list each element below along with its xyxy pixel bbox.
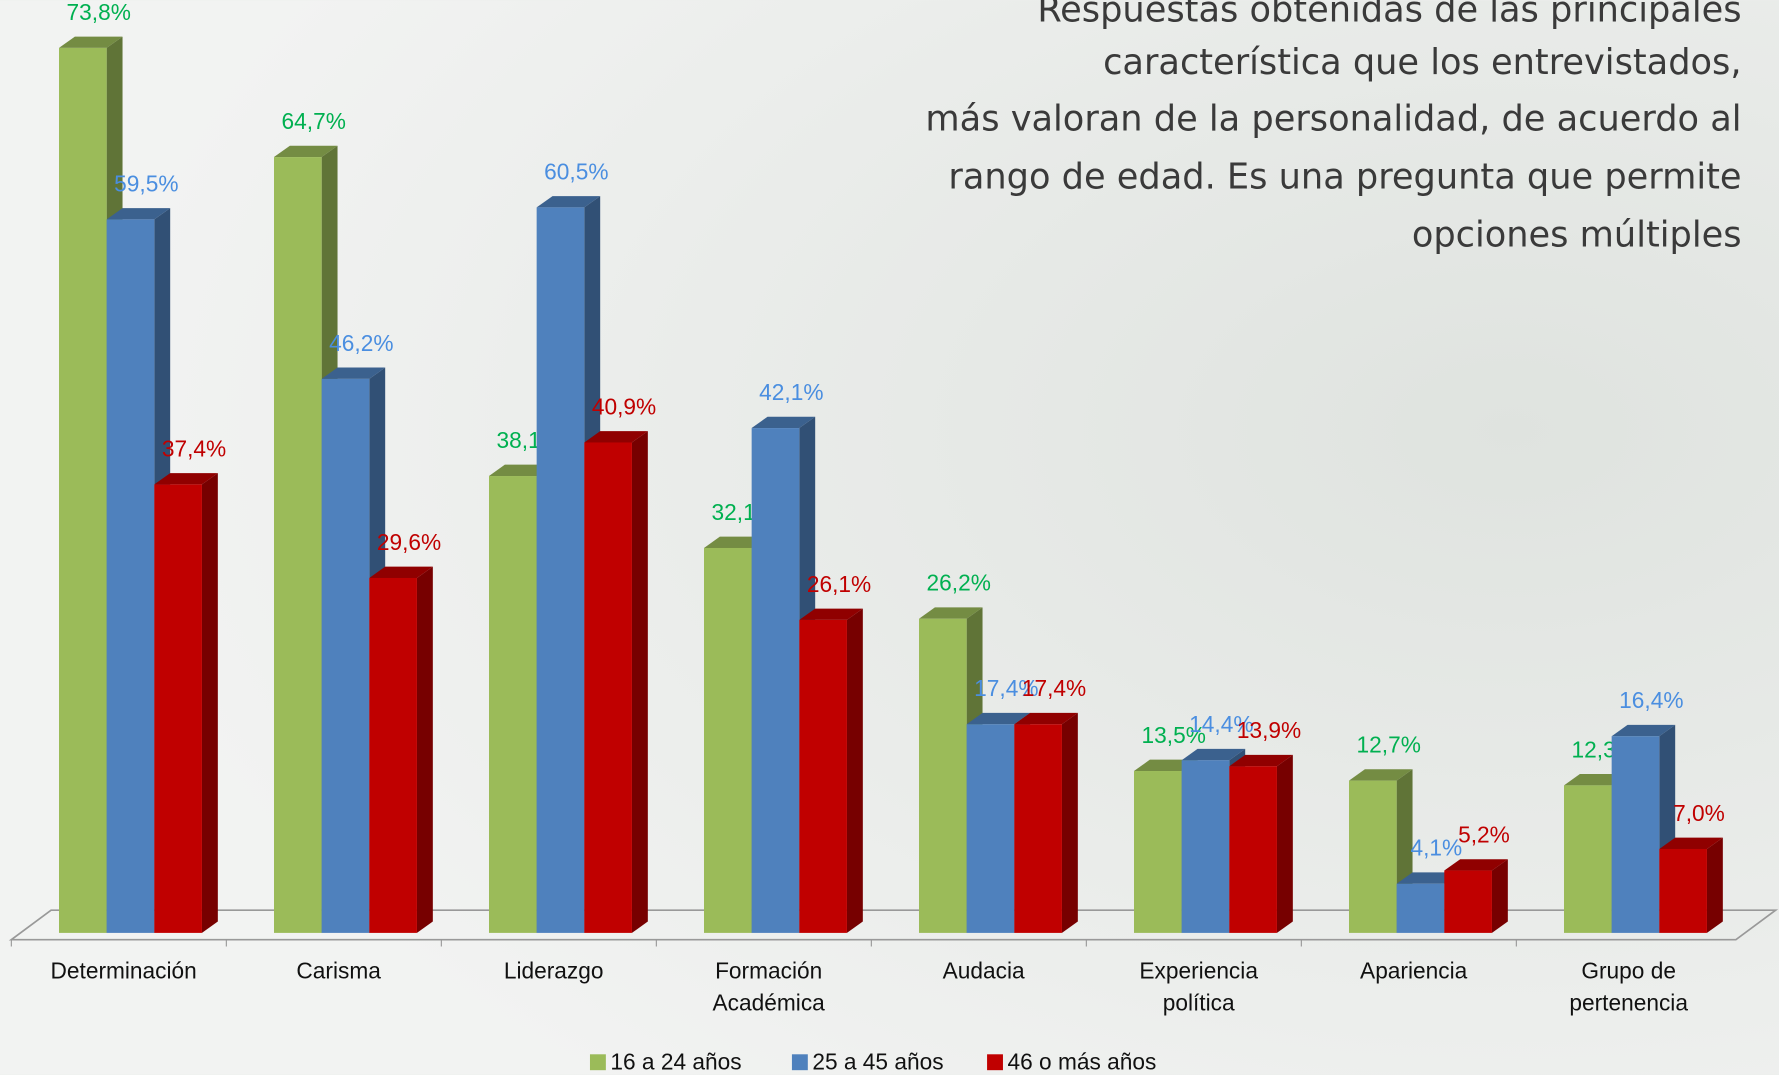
bar-top bbox=[966, 712, 1031, 725]
data-label: 7,0% bbox=[1673, 800, 1725, 826]
bar-top bbox=[106, 208, 171, 220]
bar-top bbox=[154, 473, 218, 485]
x-tick-label: Grupo de bbox=[1581, 958, 1676, 984]
x-tick-label: pertenencia bbox=[1569, 989, 1688, 1015]
x-tick-label: Carisma bbox=[296, 958, 381, 984]
bar-top bbox=[1229, 754, 1293, 767]
bar-top bbox=[369, 566, 433, 578]
data-label: 60,5% bbox=[544, 158, 608, 184]
data-label: 42,1% bbox=[759, 379, 823, 405]
data-label: 13,9% bbox=[1237, 717, 1301, 743]
data-label: 14,4% bbox=[1189, 711, 1253, 737]
chart-title: más valoran de la personalidad, de acuer… bbox=[925, 99, 1741, 140]
bar-top bbox=[536, 196, 601, 208]
x-tick-label: Audacia bbox=[943, 958, 1025, 984]
bar-top bbox=[321, 367, 386, 379]
bar bbox=[1181, 760, 1230, 933]
bar-side bbox=[1706, 837, 1723, 933]
data-label: 16,4% bbox=[1619, 687, 1683, 713]
x-tick-label: Apariencia bbox=[1360, 958, 1468, 984]
bar bbox=[1014, 724, 1062, 933]
data-label: 17,4% bbox=[974, 675, 1038, 701]
data-label: 17,4% bbox=[1022, 675, 1086, 701]
bar-top bbox=[1611, 724, 1676, 737]
bar-top bbox=[58, 36, 123, 48]
bar bbox=[58, 47, 107, 933]
x-tick-label: Experiencia bbox=[1139, 958, 1258, 984]
legend-swatch bbox=[589, 1054, 606, 1071]
bar bbox=[703, 547, 752, 933]
legend-swatch bbox=[791, 1054, 808, 1071]
bar bbox=[273, 157, 322, 933]
bar bbox=[1229, 766, 1277, 933]
data-label: 26,2% bbox=[927, 570, 991, 596]
data-label: 5,2% bbox=[1458, 822, 1510, 848]
bar bbox=[918, 618, 967, 933]
legend-label: 25 a 45 años bbox=[812, 1048, 943, 1074]
chart-title: rango de edad. Es una pregunta que permi… bbox=[948, 156, 1741, 197]
data-label: 12,7% bbox=[1357, 732, 1421, 758]
data-label: 29,6% bbox=[377, 529, 441, 555]
bar-top bbox=[799, 608, 863, 620]
data-label: 26,1% bbox=[807, 571, 871, 597]
x-tick-label: política bbox=[1163, 989, 1235, 1015]
floor bbox=[8, 909, 1779, 941]
bar bbox=[1348, 780, 1397, 933]
bar bbox=[321, 378, 370, 933]
bar-side bbox=[1276, 754, 1293, 933]
bar bbox=[1659, 848, 1707, 933]
bar bbox=[751, 428, 800, 933]
bar bbox=[584, 442, 632, 933]
bar-top bbox=[918, 607, 983, 619]
x-tick-label: Liderazgo bbox=[504, 958, 604, 984]
bar bbox=[1444, 870, 1492, 933]
bar-side bbox=[631, 431, 648, 933]
bar bbox=[536, 207, 585, 933]
data-label: 46,2% bbox=[329, 330, 393, 356]
data-label: 59,5% bbox=[114, 170, 178, 196]
bar bbox=[154, 484, 202, 933]
bar bbox=[799, 619, 847, 933]
chart-title: característica que los entrevistados, bbox=[1103, 42, 1741, 83]
bar bbox=[1396, 883, 1445, 933]
bar-top bbox=[751, 416, 816, 429]
chart-title: Respuestas obtenidas de las principales bbox=[1037, 0, 1741, 31]
bar-top bbox=[1348, 769, 1413, 781]
bar bbox=[1133, 771, 1182, 933]
x-tick-label: Determinación bbox=[51, 958, 197, 984]
bar-top bbox=[1659, 837, 1723, 849]
bar bbox=[488, 476, 537, 933]
bar-top bbox=[584, 431, 648, 443]
bar-side bbox=[416, 566, 433, 933]
data-label: 40,9% bbox=[592, 393, 656, 419]
bar bbox=[106, 219, 155, 933]
bar-side bbox=[846, 608, 863, 933]
x-tick-label: Académica bbox=[713, 989, 826, 1015]
bar bbox=[966, 724, 1015, 933]
bar-top bbox=[273, 145, 338, 158]
bar-side bbox=[1061, 712, 1078, 933]
x-tick-label: Formación bbox=[715, 958, 822, 984]
bar-top bbox=[1444, 859, 1508, 871]
bar-side bbox=[201, 473, 218, 933]
legend-label: 46 o más años bbox=[1007, 1048, 1156, 1074]
legend-swatch bbox=[987, 1054, 1003, 1071]
bar-top bbox=[1014, 712, 1078, 725]
bar bbox=[1563, 785, 1612, 933]
bar bbox=[1611, 736, 1660, 933]
data-label: 13,5% bbox=[1142, 722, 1206, 748]
bar-side bbox=[1491, 859, 1508, 933]
chart-title: opciones múltiples bbox=[1412, 214, 1742, 255]
legend-label: 16 a 24 años bbox=[610, 1048, 741, 1074]
bar bbox=[369, 577, 417, 933]
data-label: 73,8% bbox=[67, 0, 131, 25]
data-label: 64,7% bbox=[282, 108, 346, 134]
data-label: 37,4% bbox=[162, 435, 226, 461]
data-label: 4,1% bbox=[1411, 835, 1463, 861]
bar-top bbox=[1181, 748, 1246, 761]
